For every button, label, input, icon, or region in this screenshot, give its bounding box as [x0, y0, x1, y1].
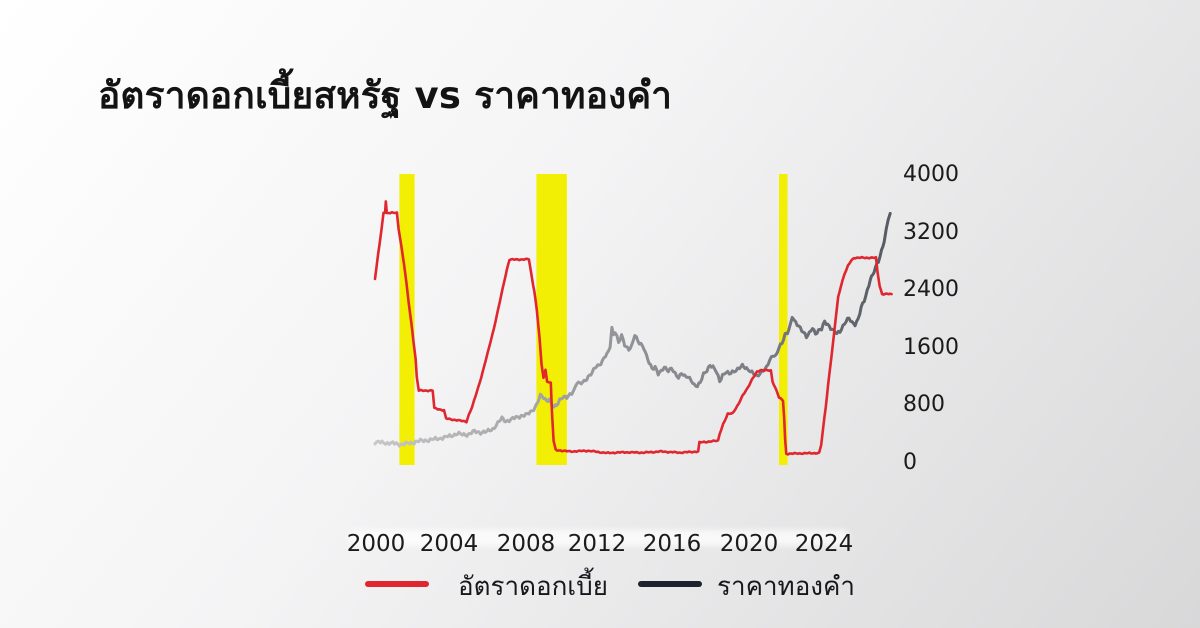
- y-tick-label: 2400: [903, 277, 959, 303]
- recession-band: [399, 174, 415, 465]
- x-tick-label: 2000: [346, 531, 406, 557]
- x-tick-label: 2020: [719, 531, 779, 557]
- chart-title: อัตราดอกเบี้ยสหรัฐ vs ราคาทองคำ: [98, 74, 673, 117]
- legend-label-rate: อัตราดอกเบี้ย: [458, 572, 608, 602]
- legend-swatch-rate: [365, 581, 429, 587]
- x-tick-label: 2016: [642, 531, 702, 557]
- x-tick-label: 2012: [567, 531, 627, 557]
- legend-label-gold: ราคาทองคำ: [717, 572, 855, 602]
- x-tick-label: 2004: [419, 531, 479, 557]
- x-tick-label: 2024: [794, 531, 854, 557]
- y-tick-label: 0: [903, 450, 917, 475]
- y-tick-label: 1600: [903, 334, 959, 360]
- recession-band: [779, 174, 788, 465]
- interest-rate-line: [373, 200, 893, 456]
- legend-swatch-gold: [638, 581, 702, 587]
- y-tick-label: 800: [903, 392, 945, 418]
- x-tick-label: 2008: [496, 531, 556, 557]
- gold-price-line: [373, 211, 892, 448]
- y-tick-label: 4000: [903, 162, 959, 187]
- x-axis-highlight-strip: [348, 530, 850, 546]
- y-tick-label: 3200: [903, 219, 959, 245]
